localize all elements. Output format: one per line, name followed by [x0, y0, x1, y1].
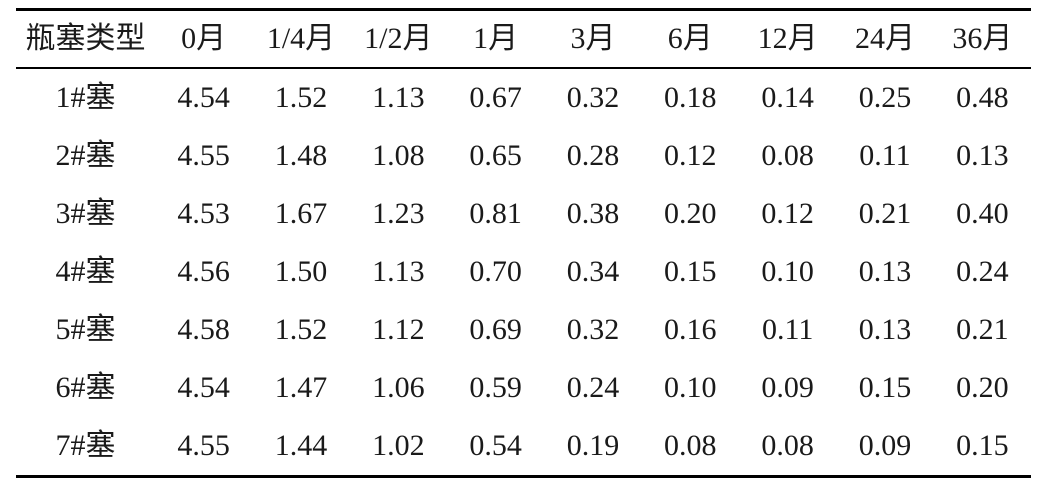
table-body: 1#塞 4.54 1.52 1.13 0.67 0.32 0.18 0.14 0.25 0.48 2…	[16, 68, 1031, 477]
table-cell: 1.48	[274, 139, 328, 172]
table-cell: 0.40	[956, 197, 1009, 230]
table-cell: 4.55	[177, 429, 230, 462]
row-label: 4#塞	[55, 255, 116, 288]
stopper-data-table: 瓶塞类型 0月 1/4月 1/2月 1月 3月 6月 12月 24月 36月 1#塞 4.54 1.5…	[16, 8, 1031, 478]
table-row: 1#塞 4.54 1.52 1.13 0.67 0.32 0.18 0.14 0.25 0.48	[16, 68, 1031, 127]
table-cell: 0.59	[469, 371, 522, 404]
column-header: 1月	[446, 9, 545, 69]
table-cell: 1.13	[372, 255, 425, 288]
table-cell: 1.44	[274, 429, 328, 462]
table-cell: 0.10	[664, 371, 717, 404]
table-container: 瓶塞类型 0月 1/4月 1/2月 1月 3月 6月 12月 24月 36月 1#塞 4.54 1.5…	[16, 8, 1031, 478]
table-header: 瓶塞类型 0月 1/4月 1/2月 1月 3月 6月 12月 24月 36月	[16, 9, 1031, 69]
table-cell: 4.53	[177, 197, 230, 230]
table-cell: 1.67	[274, 197, 328, 230]
table-cell: 0.09	[858, 429, 912, 462]
table-cell: 0.18	[664, 81, 717, 114]
column-header: 36月	[933, 9, 1031, 69]
table-cell: 0.20	[664, 197, 717, 230]
table-cell: 0.13	[858, 313, 912, 346]
column-header: 0月	[155, 9, 253, 69]
table-cell: 0.24	[566, 371, 620, 404]
table-cell: 0.15	[858, 371, 912, 404]
table-cell: 1.52	[274, 81, 328, 114]
column-header: 1/2月	[349, 9, 447, 69]
column-header: 12月	[738, 9, 837, 69]
column-header: 6月	[641, 9, 739, 69]
row-label: 5#塞	[55, 313, 116, 346]
table-cell: 0.67	[469, 81, 522, 114]
table-row: 4#塞 4.56 1.50 1.13 0.70 0.34 0.15 0.10 0.13 0.24	[16, 243, 1031, 301]
table-cell: 4.58	[177, 313, 230, 346]
table-row: 6#塞 4.54 1.47 1.06 0.59 0.24 0.10 0.09 0.15 0.20	[16, 359, 1031, 417]
table-cell: 4.55	[177, 139, 230, 172]
table-cell: 0.11	[761, 313, 814, 346]
table-cell: 0.19	[566, 429, 620, 462]
table-cell: 1.52	[274, 313, 328, 346]
table-cell: 1.06	[372, 371, 425, 404]
table-cell: 1.12	[372, 313, 425, 346]
table-cell: 0.08	[761, 429, 814, 462]
table-cell: 4.54	[177, 81, 230, 114]
table-cell: 0.13	[858, 255, 912, 288]
table-cell: 0.32	[566, 313, 620, 346]
table-cell: 0.10	[761, 255, 814, 288]
table-cell: 0.11	[859, 139, 911, 172]
table-cell: 0.12	[761, 197, 814, 230]
table-row: 7#塞 4.55 1.44 1.02 0.54 0.19 0.08 0.08 0.09 0.15	[16, 417, 1031, 477]
column-header: 3月	[544, 9, 642, 69]
table-cell: 0.08	[761, 139, 814, 172]
row-label: 6#塞	[55, 371, 116, 404]
table-cell: 0.65	[469, 139, 522, 172]
table-cell: 0.14	[761, 81, 814, 114]
table-cell: 0.69	[469, 313, 522, 346]
table-cell: 0.15	[956, 429, 1009, 462]
table-cell: 0.13	[956, 139, 1009, 172]
table-cell: 0.12	[664, 139, 717, 172]
table-cell: 0.28	[566, 139, 620, 172]
table-cell: 1.08	[372, 139, 425, 172]
table-row: 3#塞 4.53 1.67 1.23 0.81 0.38 0.20 0.12 0.21 0.40	[16, 185, 1031, 243]
table-cell: 0.48	[956, 81, 1009, 114]
table-cell: 0.16	[664, 313, 717, 346]
table-cell: 0.25	[858, 81, 912, 114]
table-cell: 0.70	[469, 255, 522, 288]
row-label: 7#塞	[55, 429, 116, 462]
header-row: 瓶塞类型 0月 1/4月 1/2月 1月 3月 6月 12月 24月 36月	[16, 9, 1031, 69]
table-cell: 4.54	[177, 371, 230, 404]
table-cell: 0.24	[956, 255, 1009, 288]
table-cell: 0.20	[956, 371, 1009, 404]
table-cell: 1.23	[372, 197, 425, 230]
table-cell: 0.08	[664, 429, 717, 462]
table-cell: 0.81	[469, 197, 522, 230]
row-label: 1#塞	[55, 81, 116, 114]
table-cell: 0.09	[761, 371, 814, 404]
table-cell: 0.21	[956, 313, 1009, 346]
table-cell: 0.32	[566, 81, 620, 114]
table-cell: 1.13	[372, 81, 425, 114]
table-row: 5#塞 4.58 1.52 1.12 0.69 0.32 0.16 0.11 0.13 0.21	[16, 301, 1031, 359]
row-label: 3#塞	[55, 197, 116, 230]
column-header: 1/4月	[252, 9, 350, 69]
table-cell: 0.21	[858, 197, 912, 230]
table-row: 2#塞 4.55 1.48 1.08 0.65 0.28 0.12 0.08 0.11 0.13	[16, 127, 1031, 185]
table-cell: 4.56	[177, 255, 230, 288]
table-cell: 0.34	[566, 255, 620, 288]
row-label: 2#塞	[55, 139, 116, 172]
table-cell: 0.54	[469, 429, 522, 462]
table-cell: 1.02	[372, 429, 425, 462]
column-header-row-label: 瓶塞类型	[16, 9, 155, 69]
table-cell: 0.38	[566, 197, 620, 230]
table-cell: 1.50	[274, 255, 328, 288]
column-header: 24月	[836, 9, 934, 69]
table-cell: 0.15	[664, 255, 717, 288]
table-cell: 1.47	[274, 371, 328, 404]
